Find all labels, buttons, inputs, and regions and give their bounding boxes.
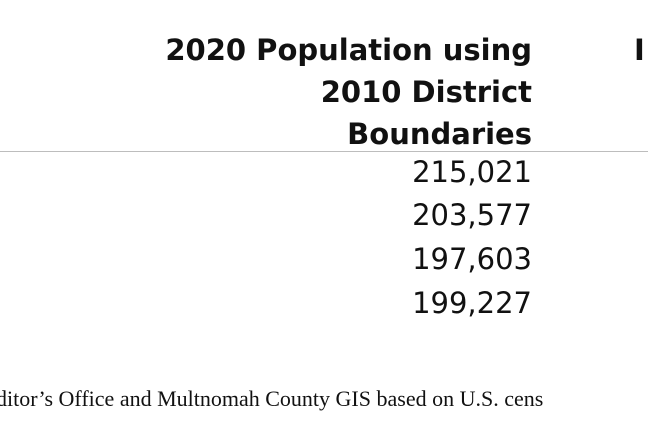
- header-divider: [0, 151, 648, 152]
- next-column-header-fragment: I: [634, 33, 645, 67]
- column-header-line-3: Boundaries: [347, 117, 532, 151]
- column-header-2020-population: 2020 Population using 2010 District Boun…: [120, 29, 532, 155]
- table-row-3-value: 197,603: [412, 242, 532, 276]
- source-note: ditor’s Office and Multnomah County GIS …: [0, 386, 544, 411]
- table-row-1-value: 215,021: [412, 155, 532, 189]
- column-header-line-1: 2020 Population using: [165, 33, 532, 67]
- table-row-4-value: 199,227: [412, 286, 532, 320]
- column-header-line-2: 2010 District: [320, 75, 532, 109]
- table-row-2-value: 203,577: [412, 198, 532, 232]
